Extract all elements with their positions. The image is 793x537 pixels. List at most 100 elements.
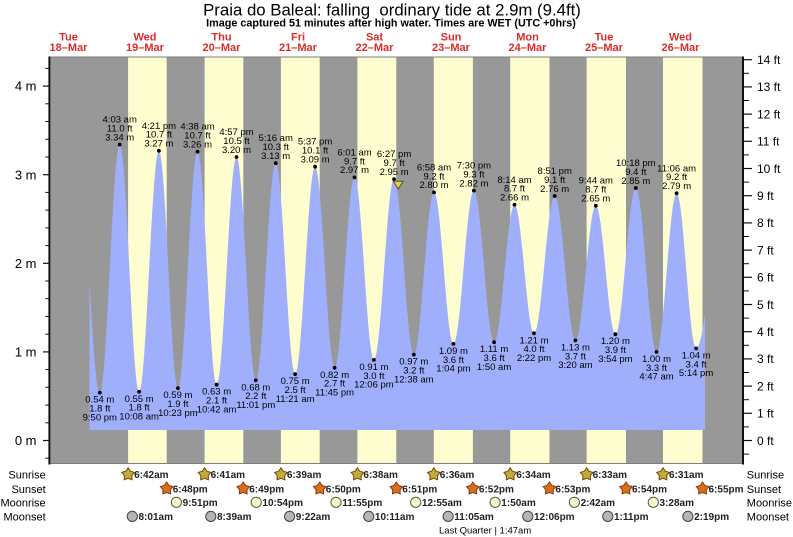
svg-text:10.7 ft: 10.7 ft bbox=[184, 131, 211, 142]
svg-text:12:38 am: 12:38 am bbox=[394, 374, 434, 385]
svg-text:20–Mar: 20–Mar bbox=[203, 42, 242, 54]
svg-text:11 ft: 11 ft bbox=[757, 135, 780, 149]
svg-text:0.97 m: 0.97 m bbox=[399, 357, 428, 368]
svg-text:6:55pm: 6:55pm bbox=[709, 484, 744, 495]
svg-text:4 ft: 4 ft bbox=[757, 325, 774, 339]
svg-text:1 ft: 1 ft bbox=[757, 407, 774, 421]
svg-text:Image captured 51 minutes afte: Image captured 51 minutes after high wat… bbox=[206, 17, 576, 29]
svg-text:7 ft: 7 ft bbox=[757, 243, 774, 257]
svg-text:0.82 m: 0.82 m bbox=[320, 370, 349, 381]
svg-text:8:01am: 8:01am bbox=[139, 512, 174, 523]
svg-text:2 m: 2 m bbox=[15, 256, 37, 271]
svg-text:2.95 m: 2.95 m bbox=[380, 167, 409, 178]
svg-text:8.7 ft: 8.7 ft bbox=[585, 185, 606, 196]
svg-text:8.7 ft: 8.7 ft bbox=[504, 184, 525, 195]
svg-text:3.13 m: 3.13 m bbox=[261, 151, 290, 162]
svg-text:3.27 m: 3.27 m bbox=[144, 139, 173, 150]
svg-text:9.1 ft: 9.1 ft bbox=[544, 175, 565, 186]
svg-text:9.2 ft: 9.2 ft bbox=[666, 172, 687, 183]
svg-text:Mon: Mon bbox=[516, 32, 539, 44]
svg-text:6:42am: 6:42am bbox=[134, 470, 169, 481]
svg-text:9.7 ft: 9.7 ft bbox=[344, 156, 365, 167]
svg-text:3.4 ft: 3.4 ft bbox=[686, 359, 707, 370]
svg-text:10.1 ft: 10.1 ft bbox=[302, 146, 329, 157]
svg-text:9.4 ft: 9.4 ft bbox=[625, 167, 646, 178]
svg-text:1:50am: 1:50am bbox=[501, 498, 536, 509]
svg-text:1.9 ft: 1.9 ft bbox=[167, 399, 188, 410]
svg-text:3.6 ft: 3.6 ft bbox=[443, 355, 464, 366]
svg-text:2.7 ft: 2.7 ft bbox=[324, 379, 345, 390]
svg-text:23–Mar: 23–Mar bbox=[432, 42, 471, 54]
svg-text:12:55am: 12:55am bbox=[422, 498, 462, 509]
svg-text:3.9 ft: 3.9 ft bbox=[605, 345, 626, 356]
svg-text:10.3 ft: 10.3 ft bbox=[262, 142, 289, 153]
svg-text:3.09 m: 3.09 m bbox=[301, 155, 330, 166]
svg-text:1.21 m: 1.21 m bbox=[519, 335, 548, 346]
svg-text:6:41am: 6:41am bbox=[211, 470, 246, 481]
svg-text:11:21 am: 11:21 am bbox=[276, 394, 315, 405]
svg-text:6:27 pm: 6:27 pm bbox=[377, 149, 411, 160]
svg-text:4 m: 4 m bbox=[15, 79, 37, 94]
svg-text:0.54 m: 0.54 m bbox=[85, 395, 114, 406]
svg-text:Thu: Thu bbox=[211, 32, 231, 44]
svg-text:1.09 m: 1.09 m bbox=[439, 346, 468, 357]
svg-text:9.3 ft: 9.3 ft bbox=[463, 170, 484, 181]
svg-text:Sunset: Sunset bbox=[747, 484, 781, 496]
svg-text:3.26 m: 3.26 m bbox=[183, 140, 212, 151]
svg-text:2.80 m: 2.80 m bbox=[419, 180, 448, 191]
svg-text:6:01 am: 6:01 am bbox=[337, 147, 371, 158]
svg-text:4:47 am: 4:47 am bbox=[639, 372, 673, 383]
svg-text:1 m: 1 m bbox=[15, 345, 37, 360]
svg-text:6:53pm: 6:53pm bbox=[555, 484, 590, 495]
svg-text:4:57 pm: 4:57 pm bbox=[219, 127, 253, 138]
svg-text:14 ft: 14 ft bbox=[757, 53, 781, 67]
svg-text:12:06 pm: 12:06 pm bbox=[354, 380, 394, 391]
svg-text:Praia do Baleal: falling ordi: Praia do Baleal: falling ordinary tide a… bbox=[203, 0, 581, 19]
svg-text:8:51 pm: 8:51 pm bbox=[538, 166, 572, 177]
svg-text:8:14 am: 8:14 am bbox=[497, 175, 531, 186]
svg-text:0.91 m: 0.91 m bbox=[359, 362, 388, 373]
svg-text:3.7 ft: 3.7 ft bbox=[565, 351, 586, 362]
svg-text:3.6 ft: 3.6 ft bbox=[484, 353, 505, 364]
svg-text:2.85 m: 2.85 m bbox=[621, 176, 650, 187]
svg-text:6:39am: 6:39am bbox=[287, 470, 322, 481]
svg-text:0.55 m: 0.55 m bbox=[125, 394, 154, 405]
svg-text:Sunset: Sunset bbox=[11, 484, 45, 496]
svg-text:2:42am: 2:42am bbox=[581, 498, 616, 509]
svg-text:19–Mar: 19–Mar bbox=[126, 42, 165, 54]
svg-text:2.79 m: 2.79 m bbox=[662, 181, 691, 192]
svg-text:11.0 ft: 11.0 ft bbox=[107, 124, 133, 135]
svg-text:11:45 pm: 11:45 pm bbox=[315, 388, 354, 399]
svg-text:3.0 ft: 3.0 ft bbox=[363, 371, 384, 382]
svg-text:5:16 am: 5:16 am bbox=[259, 133, 293, 144]
svg-text:6:48pm: 6:48pm bbox=[173, 484, 208, 495]
svg-text:10:23 pm: 10:23 pm bbox=[158, 408, 198, 419]
svg-text:9:51pm: 9:51pm bbox=[183, 498, 218, 509]
svg-text:8 ft: 8 ft bbox=[757, 216, 774, 230]
svg-text:1.8 ft: 1.8 ft bbox=[129, 403, 150, 414]
svg-text:6:49pm: 6:49pm bbox=[249, 484, 284, 495]
svg-text:9:44 am: 9:44 am bbox=[579, 176, 613, 187]
svg-text:9.2 ft: 9.2 ft bbox=[423, 171, 444, 182]
svg-text:10:54pm: 10:54pm bbox=[262, 498, 303, 509]
svg-text:2.5 ft: 2.5 ft bbox=[285, 385, 306, 396]
svg-text:4:38 am: 4:38 am bbox=[180, 122, 214, 133]
svg-text:3:20 am: 3:20 am bbox=[558, 360, 592, 371]
svg-text:22–Mar: 22–Mar bbox=[356, 42, 395, 54]
svg-text:4:21 pm: 4:21 pm bbox=[142, 121, 176, 132]
svg-text:2:22 pm: 2:22 pm bbox=[517, 353, 551, 364]
svg-text:Last Quarter | 1:47am: Last Quarter | 1:47am bbox=[439, 526, 531, 537]
svg-text:Sun: Sun bbox=[441, 32, 462, 44]
svg-text:9:22am: 9:22am bbox=[296, 512, 331, 523]
svg-text:2.2 ft: 2.2 ft bbox=[245, 391, 266, 402]
svg-text:Moonrise: Moonrise bbox=[0, 498, 45, 510]
svg-text:3:28am: 3:28am bbox=[660, 498, 695, 509]
svg-text:0.59 m: 0.59 m bbox=[163, 390, 192, 401]
svg-text:Sunrise: Sunrise bbox=[747, 470, 784, 482]
svg-text:11:01 pm: 11:01 pm bbox=[236, 400, 275, 411]
svg-text:6:50pm: 6:50pm bbox=[326, 484, 361, 495]
svg-text:Wed: Wed bbox=[133, 32, 156, 44]
svg-text:0 ft: 0 ft bbox=[757, 434, 774, 448]
svg-text:Tue: Tue bbox=[59, 32, 78, 44]
svg-text:10:18 pm: 10:18 pm bbox=[616, 158, 656, 169]
